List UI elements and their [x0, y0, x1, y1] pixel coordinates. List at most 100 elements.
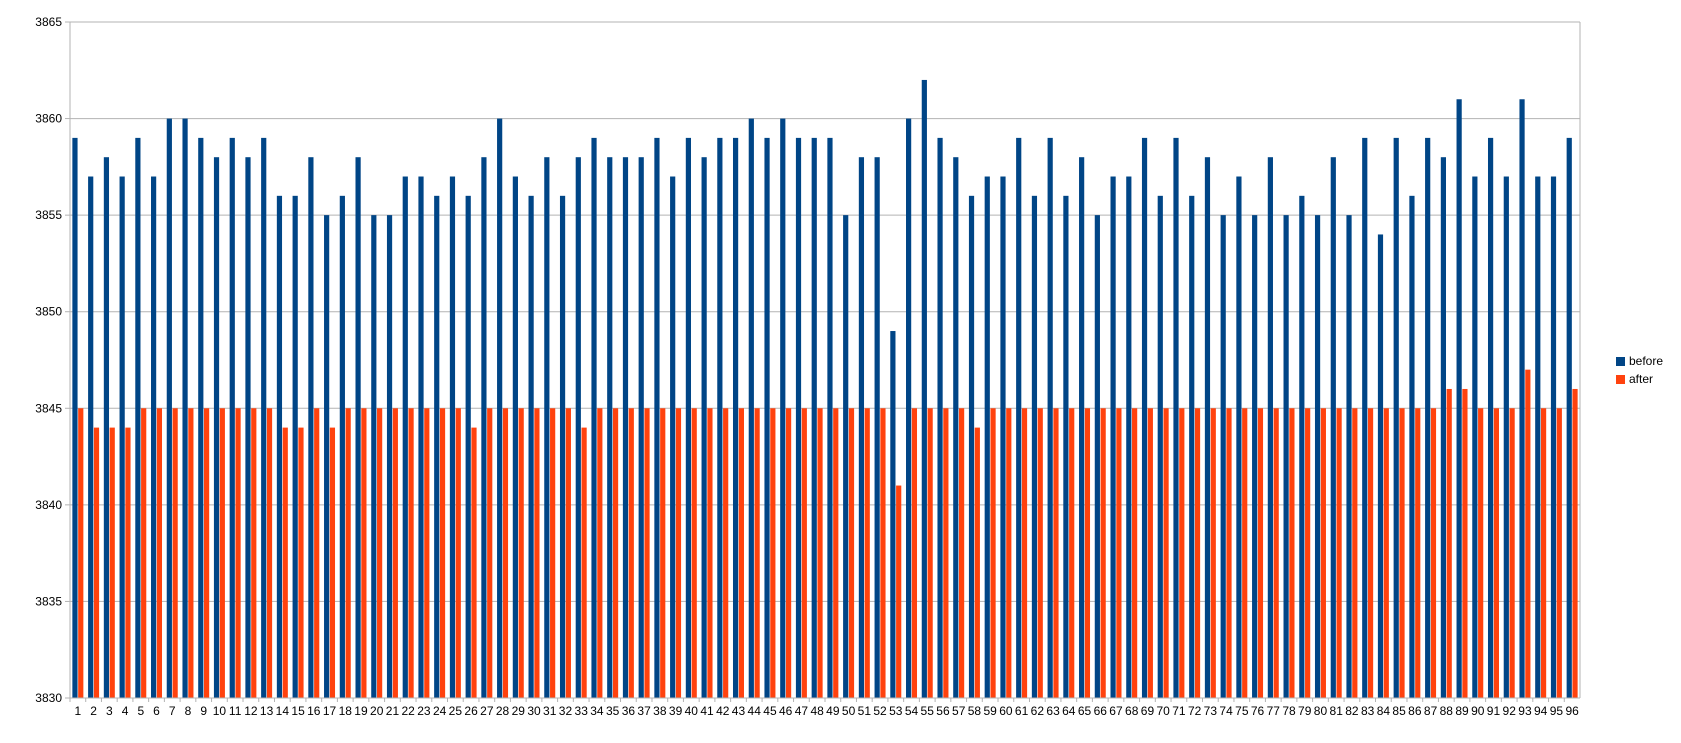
- bar-before-59: [984, 176, 990, 698]
- x-tick-label: 38: [653, 704, 667, 718]
- x-tick-label: 68: [1125, 704, 1139, 718]
- x-tick-label: 87: [1424, 704, 1438, 718]
- x-tick-label: 45: [763, 704, 777, 718]
- bar-before-37: [638, 157, 644, 698]
- x-tick-label: 49: [826, 704, 840, 718]
- bar-before-56: [937, 137, 943, 698]
- bar-before-63: [1047, 137, 1053, 698]
- bar-after-37: [644, 408, 650, 698]
- bar-after-65: [1084, 408, 1091, 698]
- x-tick-label: 71: [1172, 704, 1186, 718]
- y-tick-label: 3855: [35, 208, 62, 222]
- gridlines: [65, 21, 1580, 699]
- bar-before-8: [182, 118, 188, 699]
- bar-after-95: [1556, 408, 1562, 698]
- bar-after-30: [534, 408, 540, 698]
- x-tick-label: 92: [1503, 704, 1517, 718]
- x-tick-label: 40: [685, 704, 699, 718]
- bar-before-64: [1063, 195, 1069, 699]
- x-tick-label: 20: [370, 704, 384, 718]
- bar-after-89: [1462, 388, 1468, 698]
- bar-before-76: [1252, 215, 1258, 698]
- bar-after-80: [1320, 408, 1326, 698]
- bar-before-95: [1550, 176, 1557, 698]
- bar-before-52: [874, 157, 880, 698]
- bar-before-62: [1031, 195, 1038, 699]
- x-tick-label: 62: [1031, 704, 1045, 718]
- x-tick-label: 57: [952, 704, 966, 718]
- x-tick-label: 89: [1455, 704, 1469, 718]
- bar-before-60: [1000, 176, 1006, 698]
- x-tick-label: 1: [75, 704, 82, 718]
- bar-after-10: [219, 408, 225, 698]
- bar-before-67: [1110, 176, 1116, 698]
- bar-before-19: [355, 157, 361, 698]
- x-tick-label: 23: [417, 704, 431, 718]
- bar-before-87: [1425, 137, 1431, 698]
- bar-after-16: [314, 408, 320, 698]
- bar-before-7: [166, 118, 172, 699]
- bar-after-48: [817, 408, 823, 698]
- x-tick-label: 56: [936, 704, 950, 718]
- bar-before-75: [1236, 176, 1242, 698]
- bar-before-15: [292, 195, 298, 699]
- bar-after-63: [1053, 408, 1059, 698]
- bar-after-81: [1336, 408, 1342, 698]
- bar-after-75: [1242, 408, 1248, 698]
- bar-after-51: [864, 408, 870, 698]
- x-tick-label: 61: [1015, 704, 1029, 718]
- bar-after-77: [1273, 408, 1279, 698]
- bar-before-89: [1456, 99, 1462, 698]
- x-tick-label: 50: [842, 704, 856, 718]
- x-tick-label: 86: [1408, 704, 1422, 718]
- bar-after-8: [188, 408, 194, 698]
- bar-before-85: [1393, 137, 1399, 698]
- bar-before-18: [339, 195, 345, 699]
- x-tick-label: 33: [575, 704, 589, 718]
- x-tick-label: 73: [1204, 704, 1218, 718]
- bar-after-71: [1179, 408, 1185, 698]
- bar-after-35: [612, 408, 619, 698]
- bar-after-87: [1430, 408, 1437, 698]
- bar-after-93: [1525, 369, 1531, 698]
- bar-after-2: [93, 427, 100, 698]
- bar-after-92: [1509, 408, 1515, 698]
- bar-before-71: [1173, 137, 1179, 698]
- x-tick-label: 78: [1282, 704, 1296, 718]
- bar-after-33: [581, 427, 587, 698]
- bar-after-83: [1367, 408, 1374, 698]
- bar-after-20: [377, 408, 383, 698]
- x-tick-label: 6: [153, 704, 160, 718]
- bar-after-25: [455, 408, 461, 698]
- bar-after-62: [1037, 408, 1043, 698]
- x-tick-label: 84: [1377, 704, 1391, 718]
- bar-before-78: [1283, 215, 1289, 698]
- bar-before-10: [213, 157, 220, 698]
- bar-after-18: [345, 408, 351, 698]
- bar-before-93: [1519, 99, 1525, 698]
- x-tick-label: 64: [1062, 704, 1076, 718]
- bar-before-24: [434, 195, 440, 699]
- bars: [72, 79, 1578, 699]
- bar-before-38: [654, 137, 660, 698]
- x-tick-label: 13: [260, 704, 274, 718]
- bar-before-88: [1440, 157, 1447, 698]
- x-tick-label: 60: [999, 704, 1013, 718]
- x-tick-label: 53: [889, 704, 903, 718]
- x-tick-label: 77: [1267, 704, 1281, 718]
- bar-after-82: [1352, 408, 1358, 698]
- bar-after-41: [707, 408, 713, 698]
- bar-after-11: [235, 408, 241, 698]
- bar-before-61: [1016, 137, 1022, 698]
- bar-after-14: [282, 427, 288, 698]
- bar-after-72: [1194, 408, 1201, 698]
- bar-before-94: [1535, 176, 1541, 698]
- x-tick-label: 74: [1219, 704, 1233, 718]
- x-tick-label: 91: [1487, 704, 1501, 718]
- bar-after-50: [848, 408, 855, 698]
- bar-before-77: [1267, 157, 1273, 698]
- x-tick-label: 55: [921, 704, 935, 718]
- bar-before-17: [324, 215, 330, 698]
- x-tick-label: 22: [401, 704, 415, 718]
- bar-before-74: [1220, 215, 1226, 698]
